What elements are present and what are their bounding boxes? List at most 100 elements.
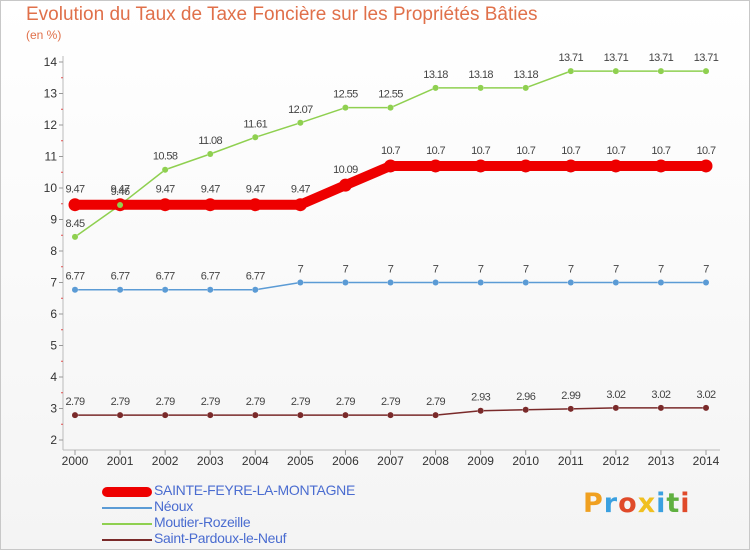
data-label: 2.93: [471, 392, 490, 404]
data-label: 2.79: [336, 396, 355, 408]
data-label: 13.71: [604, 52, 629, 64]
series-point-overlay: [657, 68, 664, 75]
x-tick-label: 2013: [648, 454, 675, 468]
series-point: [248, 198, 262, 212]
y-tick-label: 10: [44, 181, 58, 195]
proxiti-logo: Proxiti: [583, 488, 691, 519]
series-point-overlay: [117, 412, 124, 419]
series-point-overlay: [612, 404, 619, 411]
series-point-overlay: [432, 279, 439, 286]
series-point-overlay: [477, 84, 484, 91]
data-label: 2.79: [291, 396, 310, 408]
series-point-overlay: [72, 233, 78, 240]
data-label: 10.7: [516, 145, 535, 157]
series-point-overlay: [207, 412, 214, 419]
x-tick-label: 2011: [558, 454, 584, 468]
series-point-overlay: [342, 279, 349, 286]
data-label: 11.08: [198, 135, 222, 147]
data-label: 10.7: [606, 145, 625, 157]
data-label: 13.18: [423, 69, 448, 81]
data-label: 6.77: [246, 271, 265, 283]
data-label: 2.79: [426, 396, 445, 408]
series-point-overlay: [117, 202, 124, 209]
series-point-overlay: [207, 150, 214, 157]
series-point-overlay: [432, 84, 439, 91]
x-tick-label: 2005: [287, 454, 314, 468]
series-point-overlay: [703, 404, 709, 411]
data-label: 6.77: [156, 271, 175, 283]
data-label: 2.79: [156, 396, 175, 408]
series-point-overlay: [297, 119, 304, 126]
series-point-overlay: [252, 134, 259, 141]
data-label: 7: [343, 264, 349, 276]
data-label: 6.77: [201, 271, 220, 283]
x-tick-label: 2006: [332, 454, 359, 468]
data-label: 3.02: [606, 389, 625, 401]
data-label: 7: [568, 264, 574, 276]
series-point-overlay: [72, 286, 78, 293]
data-label: 12.55: [378, 89, 403, 101]
chart-title: Evolution du Taux de Taxe Foncière sur l…: [26, 4, 538, 25]
data-label: 3.02: [696, 389, 715, 401]
series-point-overlay: [252, 286, 259, 293]
series-point: [338, 178, 352, 192]
x-tick-label: 2004: [242, 454, 269, 468]
logo-letter: r: [603, 488, 619, 519]
series-point-overlay: [477, 279, 484, 286]
series-point-overlay: [522, 406, 529, 413]
series-point-overlay: [387, 279, 394, 286]
series-point: [158, 198, 172, 212]
data-label: 10.7: [381, 145, 400, 157]
series-point-overlay: [432, 412, 439, 419]
data-label: 9.46: [111, 186, 130, 198]
series-point-overlay: [657, 279, 664, 286]
data-label: 6.77: [111, 271, 130, 283]
series-point-overlay: [522, 279, 529, 286]
data-label: 9.47: [201, 184, 220, 196]
data-label: 2.96: [516, 391, 535, 403]
series-point-overlay: [162, 286, 169, 293]
series-point-overlay: [207, 286, 214, 293]
data-label: 10.09: [333, 164, 358, 176]
series-point: [654, 159, 668, 173]
data-label: 10.7: [561, 145, 580, 157]
data-label: 7: [388, 264, 394, 276]
data-label: 10.58: [153, 151, 178, 163]
data-label: 7: [298, 264, 304, 276]
series-point-overlay: [387, 412, 394, 419]
series-point: [293, 198, 307, 212]
data-label: 12.07: [288, 104, 313, 116]
data-label: 13.71: [649, 52, 674, 64]
legend-label: Saint-Pardoux-le-Neuf: [154, 530, 287, 546]
data-label: 6.77: [65, 271, 84, 283]
data-label: 10.7: [696, 145, 715, 157]
series-point-overlay: [297, 279, 304, 286]
data-label: 13.71: [694, 52, 719, 64]
x-tick-label: 2000: [62, 454, 89, 468]
series-point-overlay: [477, 407, 484, 414]
data-label: 10.7: [426, 145, 445, 157]
logo-letter: P: [583, 488, 604, 519]
legend-swatch: [102, 507, 152, 509]
data-label: 9.47: [291, 184, 310, 196]
data-label: 10.7: [471, 145, 490, 157]
data-label: 9.47: [246, 184, 265, 196]
data-label: 9.47: [156, 184, 175, 196]
legend-swatch: [102, 539, 152, 541]
data-label: 13.71: [559, 52, 584, 64]
logo-letter: o: [618, 488, 638, 519]
series-point: [699, 159, 713, 173]
y-tick-label: 3: [50, 402, 57, 416]
series-point-overlay: [117, 286, 124, 293]
series-point-overlay: [657, 404, 664, 411]
x-tick-label: 2008: [422, 454, 449, 468]
series-point-overlay: [387, 104, 394, 111]
legend-label: Néoux: [154, 498, 193, 514]
data-label: 3.02: [651, 389, 670, 401]
data-label: 7: [523, 264, 529, 276]
y-tick-label: 5: [50, 339, 57, 353]
y-tick-label: 14: [44, 55, 58, 69]
series-point-overlay: [567, 405, 574, 412]
